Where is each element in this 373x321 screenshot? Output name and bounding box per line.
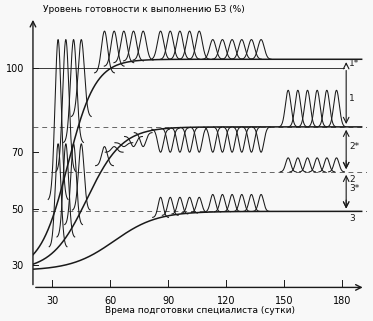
Text: 3: 3 [349,214,355,223]
Text: 2*: 2* [349,142,359,151]
Text: 2: 2 [349,175,355,184]
Text: Уровень готовности к выполнению БЗ (%): Уровень готовности к выполнению БЗ (%) [43,5,245,14]
Text: 1*: 1* [349,59,359,68]
X-axis label: Врема подготовки специалиста (сутки): Врема подготовки специалиста (сутки) [105,307,295,316]
Text: 1: 1 [349,94,355,103]
Text: 3*: 3* [349,184,359,193]
